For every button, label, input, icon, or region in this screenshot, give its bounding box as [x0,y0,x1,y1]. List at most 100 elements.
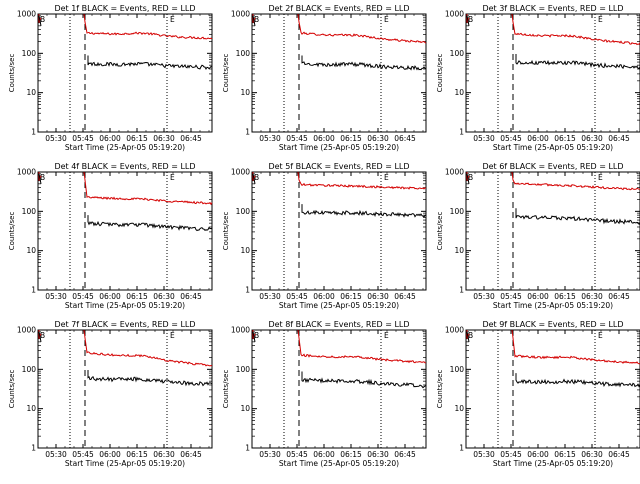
y-axis-label: Counts/sec [436,54,444,93]
series-lld-line [83,329,213,367]
x-tick-label: 06:30 [153,292,175,301]
x-tick-label: 06:30 [581,292,603,301]
x-tick-label: 06:00 [99,292,121,301]
series-events-line [301,204,427,218]
x-tick-label: 05:30 [473,134,495,143]
y-axis-label: Counts/sec [436,212,444,251]
y-tick-label: 1 [31,444,36,453]
x-tick-label: 05:45 [286,292,308,301]
x-tick-label: 06:45 [394,292,416,301]
x-tick-label: 05:30 [259,450,281,459]
y-tick-label: 1000 [445,10,464,19]
begin-marker: B [40,331,45,340]
x-tick-label: 05:30 [473,292,495,301]
y-tick-label: 100 [236,49,251,58]
y-tick-label: 1000 [445,326,464,335]
x-tick-label: 05:45 [72,134,94,143]
x-tick-label: 06:00 [527,292,549,301]
end-marker: E [598,173,603,182]
x-tick-label: 06:15 [126,450,148,459]
end-marker: E [170,331,175,340]
y-tick-label: 1000 [231,326,250,335]
series-events-initial [466,331,470,342]
x-tick-label: 06:45 [180,134,202,143]
begin-marker: B [468,15,473,24]
x-tick-label: 06:00 [313,450,335,459]
chart-title: Det 9f BLACK = Events, RED = LLD [482,320,623,329]
y-tick-label: 10 [454,246,464,255]
y-tick-label: 10 [454,88,464,97]
y-axis-label: Counts/sec [8,370,16,409]
x-axis-label: Start Time (25-Apr-05 05:19:20) [279,143,399,152]
chart-title: Det 7f BLACK = Events, RED = LLD [54,320,195,329]
chart-panel-6: Det 6f BLACK = Events, RED = LLD 1 10 100 10… [436,162,640,310]
series-lld-line [511,171,640,191]
x-tick-label: 05:45 [72,450,94,459]
y-tick-label: 100 [236,207,251,216]
begin-marker: B [40,15,45,24]
x-tick-label: 05:30 [259,134,281,143]
x-tick-label: 06:15 [340,450,362,459]
x-axis-label: Start Time (25-Apr-05 05:19:20) [493,143,613,152]
y-tick-label: 1 [459,128,464,137]
x-tick-label: 06:15 [340,134,362,143]
series-lld-line [511,13,640,46]
x-tick-label: 06:45 [608,134,630,143]
chart-title: Det 3f BLACK = Events, RED = LLD [482,4,623,13]
x-axis-label: Start Time (25-Apr-05 05:19:20) [493,301,613,310]
series-lld-line [297,171,427,190]
y-tick-label: 100 [22,49,37,58]
series-events-line [87,55,213,71]
y-tick-label: 1 [245,128,250,137]
x-tick-label: 06:45 [180,450,202,459]
y-tick-label: 100 [450,49,465,58]
y-axis-label: Counts/sec [222,212,230,251]
chart-panel-8: Det 8f BLACK = Events, RED = LLD 1 10 100 10… [222,320,427,468]
series-events-line [87,370,213,387]
plot-frame [251,171,427,291]
y-tick-label: 1 [459,444,464,453]
x-tick-label: 06:45 [608,292,630,301]
series-events-line [515,208,640,226]
chart-panel-2: Det 2f BLACK = Events, RED = LLD 1 10 100 10… [222,4,427,152]
x-tick-label: 06:00 [313,292,335,301]
chart-panel-3: Det 3f BLACK = Events, RED = LLD 1 10 100 10… [436,4,640,152]
x-tick-label: 05:30 [45,450,67,459]
x-tick-label: 06:15 [554,134,576,143]
x-tick-label: 06:45 [394,450,416,459]
x-tick-label: 05:30 [259,292,281,301]
begin-marker: B [254,15,259,24]
y-tick-label: 100 [236,365,251,374]
y-tick-label: 100 [450,207,465,216]
series-lld-line [83,171,213,206]
series-events-initial [38,331,42,342]
chart-title: Det 1f BLACK = Events, RED = LLD [54,4,195,13]
chart-title: Det 4f BLACK = Events, RED = LLD [54,162,195,171]
series-events-initial [466,173,470,184]
begin-marker: B [254,331,259,340]
chart-panel-7: Det 7f BLACK = Events, RED = LLD 1 10 100 10… [8,320,213,468]
x-tick-label: 06:45 [394,134,416,143]
x-tick-label: 05:30 [473,450,495,459]
x-tick-label: 06:30 [153,450,175,459]
y-tick-label: 10 [240,88,250,97]
x-tick-label: 06:00 [527,134,549,143]
y-tick-label: 10 [26,88,36,97]
series-lld-line [511,329,640,365]
chart-title: Det 5f BLACK = Events, RED = LLD [268,162,409,171]
x-tick-label: 06:30 [367,292,389,301]
chart-panel-4: Det 4f BLACK = Events, RED = LLD 1 10 100 10… [8,162,213,310]
plot-frame [465,171,640,291]
end-marker: E [598,15,603,24]
series-lld-line [297,13,427,44]
y-tick-label: 1000 [17,10,36,19]
x-axis-label: Start Time (25-Apr-05 05:19:20) [279,301,399,310]
y-tick-label: 1000 [231,168,250,177]
y-tick-label: 1000 [17,326,36,335]
y-axis-label: Counts/sec [222,54,230,93]
x-axis-label: Start Time (25-Apr-05 05:19:20) [65,143,185,152]
x-tick-label: 05:45 [500,292,522,301]
x-tick-label: 06:15 [554,292,576,301]
y-tick-label: 100 [450,365,465,374]
